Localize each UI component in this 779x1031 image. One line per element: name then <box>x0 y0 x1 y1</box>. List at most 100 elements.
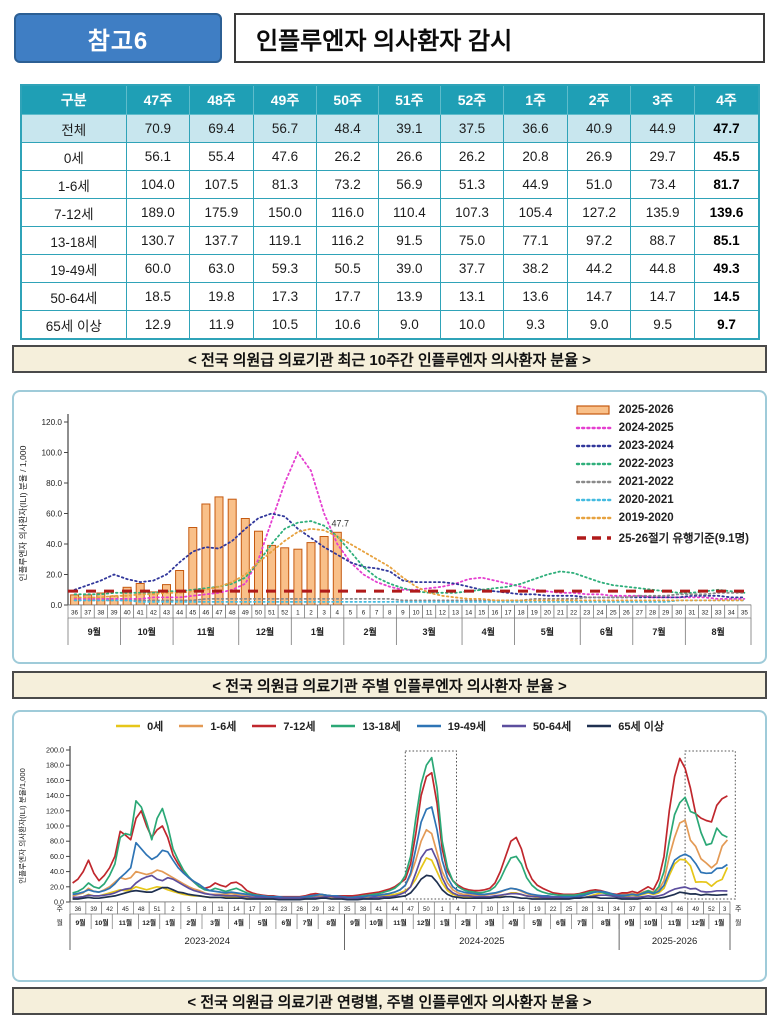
svg-text:45: 45 <box>122 907 129 913</box>
svg-text:19: 19 <box>534 907 541 913</box>
page-title: 인플루엔자 의사환자 감시 <box>256 27 513 55</box>
legend-label: 2024-2025 <box>618 422 674 434</box>
svg-text:9: 9 <box>401 610 405 617</box>
svg-text:1월: 1월 <box>165 918 175 927</box>
table-row: 7-12세 189.0 175.9 150.0 116.0 110.4 107.3 105.4… <box>20 198 760 227</box>
svg-text:30: 30 <box>675 610 683 617</box>
svg-text:7: 7 <box>472 907 476 913</box>
svg-text:22: 22 <box>550 907 557 913</box>
legend-swatch-icon <box>587 724 612 728</box>
svg-text:7: 7 <box>375 610 379 617</box>
svg-text:11: 11 <box>217 907 224 913</box>
table-cell: 63.0 <box>189 254 254 283</box>
table-cell: 9.7 <box>693 310 760 340</box>
table-cell: 88.7 <box>630 226 695 255</box>
legend-swatch-icon <box>575 462 612 466</box>
age-chart-caption: < 전국 의원급 의료기관 연령별, 주별 인플루엔자 의사환자 분율 > <box>12 987 767 1015</box>
table-row: 65세 이상 12.9 11.9 10.5 10.6 9.0 10.0 9.3 9.0 9.5 9.… <box>20 310 760 340</box>
svg-text:35: 35 <box>741 610 749 617</box>
table-cell: 73.2 <box>316 170 379 199</box>
legend-item: 2021-2022 <box>575 476 749 488</box>
page-header: 참고6 인플루엔자 의사환자 감시 <box>14 13 765 63</box>
table-cell: 39.1 <box>377 114 441 143</box>
svg-text:10: 10 <box>413 610 421 617</box>
svg-text:17: 17 <box>249 907 256 913</box>
svg-text:1: 1 <box>441 907 445 913</box>
svg-text:6: 6 <box>362 610 366 617</box>
svg-text:18: 18 <box>518 610 526 617</box>
table-cell: 135.9 <box>630 198 695 227</box>
table-cell: 55.4 <box>189 142 254 171</box>
table-header-cell: 49주 <box>252 84 318 115</box>
table-cell: 85.1 <box>693 226 760 255</box>
legend-label: 2020-2021 <box>618 494 674 506</box>
svg-text:5월: 5월 <box>258 918 268 927</box>
svg-text:8: 8 <box>388 610 392 617</box>
svg-text:5: 5 <box>187 907 191 913</box>
svg-text:8월: 8월 <box>601 918 611 927</box>
svg-text:43: 43 <box>661 907 668 913</box>
svg-text:20: 20 <box>265 907 272 913</box>
svg-text:4월: 4월 <box>482 626 495 637</box>
table-cell: 104.0 <box>125 170 191 199</box>
chart2-season-axis: 2023-2024 2024-2025 2025-2026 <box>69 914 731 950</box>
chart2-week-axis: 36 39 42 45 48 51 2 5 8 11 14 17 20 23 26 29 32 35 38 41 44 4… <box>69 901 731 915</box>
svg-text:8: 8 <box>203 907 207 913</box>
table-cell: 81.7 <box>693 170 760 199</box>
svg-text:38: 38 <box>360 907 367 913</box>
legend-swatch-icon <box>576 405 610 415</box>
table-cell: 127.2 <box>566 198 632 227</box>
table-cell: 9.0 <box>377 310 441 340</box>
table-row: 50-64세 18.5 19.8 17.3 17.7 13.9 13.1 13.6 14.7 14… <box>20 282 760 311</box>
table-cell: 10.6 <box>316 310 379 340</box>
svg-text:51: 51 <box>154 907 161 913</box>
svg-text:39: 39 <box>110 610 118 617</box>
svg-text:3월: 3월 <box>423 626 436 637</box>
svg-text:9월: 9월 <box>76 918 86 927</box>
svg-text:33: 33 <box>715 610 723 617</box>
month-row-label-left: 월 <box>57 918 63 927</box>
svg-text:7월: 7월 <box>303 918 313 927</box>
svg-text:35: 35 <box>344 907 351 913</box>
table-cell: 37.5 <box>439 114 505 143</box>
legend-item: 2023-2024 <box>575 440 749 452</box>
svg-text:47: 47 <box>216 610 224 617</box>
svg-text:38: 38 <box>97 610 105 617</box>
table-cell: 50.5 <box>316 254 379 283</box>
svg-text:9월: 9월 <box>350 918 360 927</box>
svg-text:3: 3 <box>723 907 727 913</box>
svg-text:48: 48 <box>138 907 145 913</box>
svg-text:32: 32 <box>702 610 710 617</box>
legend-item: 0세 <box>115 718 163 734</box>
svg-text:6월: 6월 <box>600 626 613 637</box>
svg-text:10월: 10월 <box>95 918 109 927</box>
legend-swatch-icon <box>575 444 612 448</box>
table-cell: 77.1 <box>503 226 568 255</box>
table-cell: 26.6 <box>377 142 441 171</box>
table-row: 0세 56.1 55.4 47.6 26.2 26.6 26.2 20.8 26.9 29.7 45… <box>20 142 760 171</box>
svg-text:42: 42 <box>150 610 158 617</box>
weekly-chart-caption: < 전국 의원급 의료기관 주별 인플루엔자 의사환자 분율 > <box>12 671 767 699</box>
svg-text:13: 13 <box>502 907 509 913</box>
svg-text:14: 14 <box>233 907 240 913</box>
table-header-cell: 4주 <box>693 84 760 115</box>
legend-label: 2022-2023 <box>618 458 674 470</box>
peak-highlight-box <box>684 750 736 900</box>
table-cell: 9.3 <box>503 310 568 340</box>
table-cell: 51.3 <box>439 170 505 199</box>
table-cell: 97.2 <box>566 226 632 255</box>
age-chart-legend: 0세 1-6세 7-12세 13-18세 19-49세 50-64세 65세 이상 <box>14 718 765 734</box>
reference-badge: 참고6 <box>14 13 222 63</box>
table-header-cell: 2주 <box>566 84 632 115</box>
table-cell: 13.6 <box>503 282 568 311</box>
svg-text:37: 37 <box>84 610 92 617</box>
svg-text:12: 12 <box>439 610 447 617</box>
legend-item: 2019-2020 <box>575 512 749 524</box>
table-cell: 10.5 <box>252 310 318 340</box>
svg-text:60.0: 60.0 <box>50 852 64 861</box>
table-cell: 56.9 <box>377 170 441 199</box>
table-cell: 189.0 <box>125 198 191 227</box>
svg-text:51: 51 <box>268 610 276 617</box>
row-label: 7-12세 <box>20 198 127 227</box>
table-cell: 47.7 <box>693 114 760 143</box>
